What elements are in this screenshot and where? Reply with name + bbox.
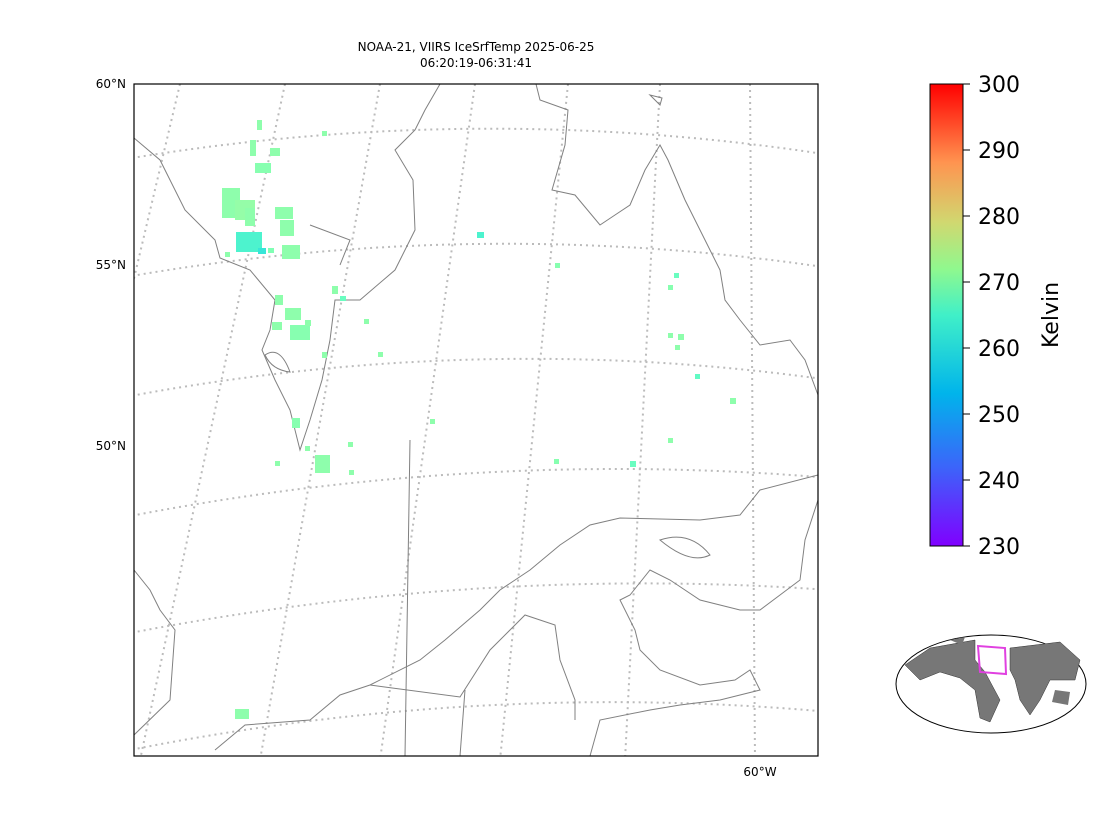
map-title: NOAA-21, VIIRS IceSrfTemp 2025-06-25: [358, 40, 595, 54]
ice-temp-pixel: [477, 232, 484, 238]
ice-temp-pixel: [282, 245, 300, 259]
colorbar-tick-label: 250: [978, 403, 1020, 428]
lat-label: 50°N: [96, 439, 126, 453]
ice-temp-pixel: [305, 446, 310, 451]
ice-temp-pixel: [280, 220, 294, 236]
ice-temp-pixel: [555, 263, 560, 268]
colorbar-label: Kelvin: [1039, 282, 1064, 348]
ice-temp-pixel: [292, 418, 300, 428]
ice-temp-pixel: [225, 252, 230, 257]
ice-temp-pixel: [255, 163, 271, 173]
ice-temp-pixel: [290, 325, 310, 340]
colorbar-ticks: 230 240 250 260 270 280 290 300: [963, 73, 1020, 560]
ice-temp-pixel: [378, 352, 383, 357]
ice-temp-pixel: [305, 320, 311, 326]
ice-temp-pixel: [668, 333, 673, 338]
colorbar-tick-label: 240: [978, 469, 1020, 494]
ice-temp-pixel: [270, 148, 280, 156]
ice-temp-pixel: [250, 140, 256, 156]
ice-temp-pixel: [695, 374, 700, 379]
ice-temp-pixel: [340, 296, 346, 301]
lat-label: 60°N: [96, 77, 126, 91]
ice-temp-pixel: [430, 419, 435, 424]
ice-temp-pixel: [275, 207, 293, 219]
map-subtitle: 06:20:19-06:31:41: [420, 56, 532, 70]
ice-temp-pixel: [678, 334, 684, 340]
ice-temp-pixel: [668, 438, 673, 443]
ice-temp-pixel: [315, 455, 330, 473]
colorbar: [929, 83, 964, 547]
ice-temp-pixel: [332, 286, 338, 294]
ice-temp-pixel: [349, 470, 354, 475]
ice-temp-pixel: [285, 308, 301, 320]
ice-temp-pixel: [245, 208, 255, 226]
ice-temp-pixel: [275, 295, 283, 305]
ice-temp-pixel: [322, 352, 327, 358]
colorbar-tick-label: 260: [978, 337, 1020, 362]
graticule: [134, 84, 818, 756]
colorbar-tick-label: 280: [978, 205, 1020, 230]
ice-temp-pixel: [674, 273, 679, 278]
ice-temp-pixel: [364, 319, 369, 324]
ice-temp-pixel: [275, 461, 280, 466]
inset-globe: [895, 634, 1087, 734]
ice-temp-pixel: [554, 459, 559, 464]
ice-temp-pixel: [235, 709, 249, 719]
lon-label: 60°W: [743, 765, 776, 779]
ice-temp-pixel: [272, 322, 282, 330]
map-frame: [133, 83, 819, 757]
ice-temp-pixel: [630, 461, 636, 467]
colorbar-tick-label: 300: [978, 73, 1020, 98]
lat-label: 55°N: [96, 258, 126, 272]
ice-temp-pixel: [236, 232, 262, 252]
map-area: [134, 84, 818, 756]
ice-temp-pixel: [675, 345, 680, 350]
coastlines: [134, 84, 818, 756]
ice-temp-pixel: [268, 248, 274, 253]
colorbar-tick-label: 230: [978, 535, 1020, 560]
ice-temp-pixel: [730, 398, 736, 404]
ice-temp-pixel: [257, 120, 262, 130]
ice-temp-pixel: [348, 442, 353, 447]
pixel-layer: [222, 120, 736, 719]
colorbar-tick-label: 270: [978, 271, 1020, 296]
ice-temp-pixel: [668, 285, 673, 290]
colorbar-tick-label: 290: [978, 139, 1020, 164]
ice-temp-pixel: [258, 248, 266, 254]
ice-temp-pixel: [322, 131, 327, 136]
